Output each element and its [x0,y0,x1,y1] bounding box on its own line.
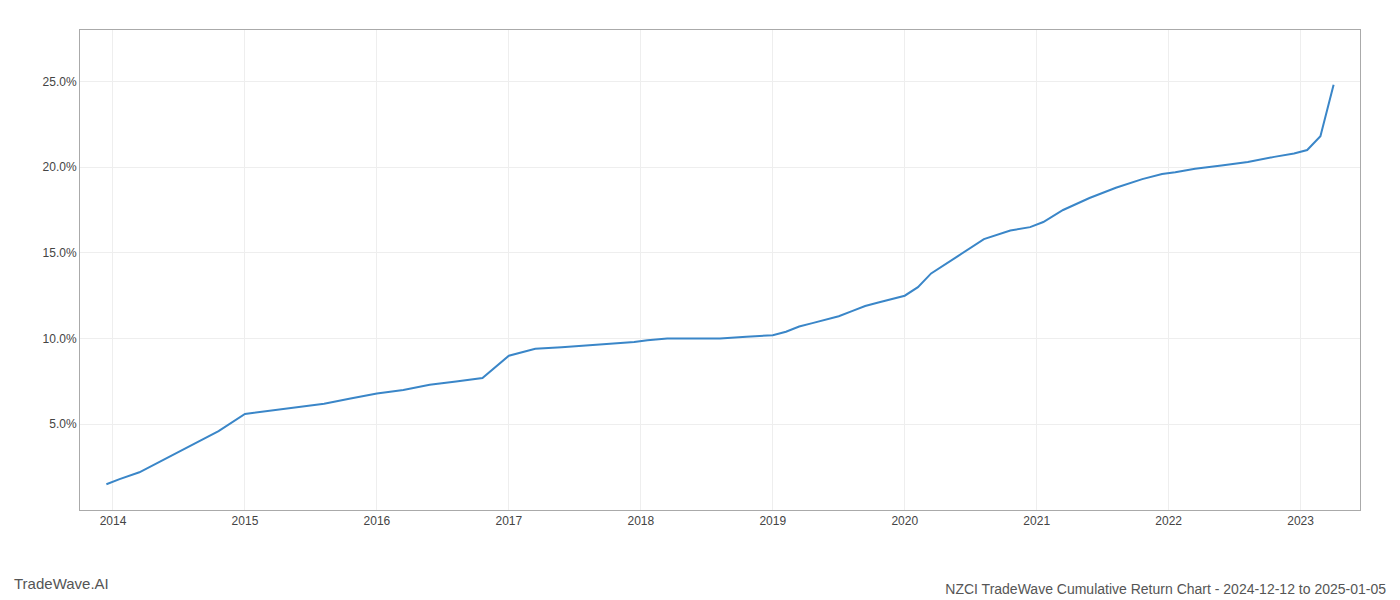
svg-text:2018: 2018 [627,514,654,528]
svg-text:2021: 2021 [1023,514,1050,528]
svg-text:15.0%: 15.0% [43,246,77,260]
svg-text:20.0%: 20.0% [43,160,77,174]
svg-text:2019: 2019 [759,514,786,528]
svg-text:2020: 2020 [891,514,918,528]
svg-text:2016: 2016 [364,514,391,528]
svg-text:2015: 2015 [232,514,259,528]
svg-text:10.0%: 10.0% [43,332,77,346]
svg-text:TradeWave.AI: TradeWave.AI [14,575,109,592]
svg-text:2022: 2022 [1155,514,1182,528]
svg-text:2023: 2023 [1287,514,1314,528]
svg-text:5.0%: 5.0% [49,417,77,431]
svg-text:25.0%: 25.0% [43,75,77,89]
svg-text:2014: 2014 [100,514,127,528]
svg-text:2017: 2017 [496,514,523,528]
svg-text:NZCI TradeWave Cumulative Retu: NZCI TradeWave Cumulative Return Chart -… [945,581,1386,597]
